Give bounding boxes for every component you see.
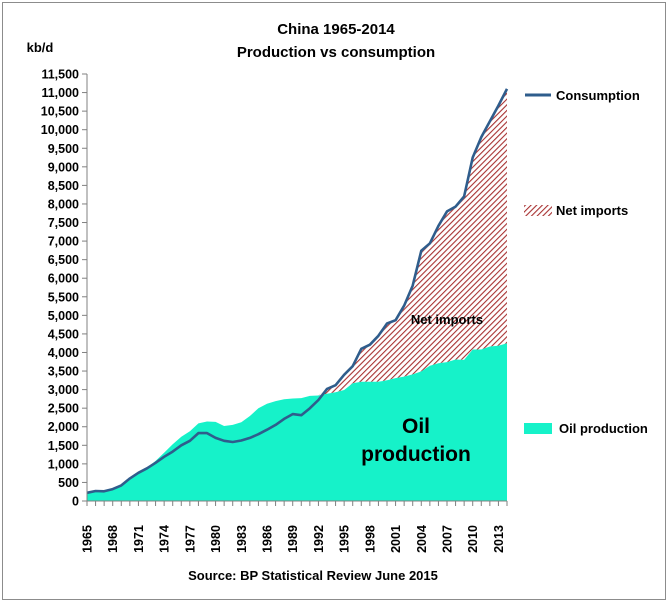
y-tick-label: 500	[58, 476, 79, 490]
y-tick-label: 2,000	[48, 420, 79, 434]
x-tick-label: 2010	[466, 525, 480, 553]
legend-swatch-oil-production	[524, 423, 552, 434]
x-tick-label: 1971	[132, 525, 146, 553]
y-tick-label: 9,000	[48, 160, 79, 174]
y-tick-label: 7,500	[48, 216, 79, 230]
x-tick-label: 1965	[81, 525, 95, 553]
x-tick-label: 1968	[106, 525, 120, 553]
y-tick-label: 3,500	[48, 365, 79, 379]
x-tick-label: 1995	[338, 525, 352, 553]
y-tick-label: 8,500	[48, 179, 79, 193]
x-tick-label: 2007	[441, 525, 455, 553]
x-tick-label: 1983	[235, 525, 249, 553]
y-tick-label: 4,500	[48, 327, 79, 341]
x-tick-label: 2001	[389, 525, 403, 553]
consumption-line	[86, 88, 509, 495]
y-tick-label: 8,000	[48, 197, 79, 211]
oil-production-area	[87, 343, 507, 501]
y-tick-label: 1,000	[48, 457, 79, 471]
legend: Consumption Net imports Oil production	[524, 88, 648, 436]
legend-label-consumption: Consumption	[556, 88, 640, 103]
y-tick-label: 10,500	[41, 105, 79, 119]
x-tick-label: 2013	[492, 525, 506, 553]
x-tick-label: 1974	[158, 525, 172, 553]
net-imports-label: Net imports	[411, 312, 483, 327]
x-tick-label: 1989	[286, 525, 300, 553]
y-tick-label: 4,000	[48, 346, 79, 360]
net-imports-area	[87, 88, 507, 493]
x-tick-label: 1998	[363, 525, 377, 553]
y-tick-label: 5,500	[48, 290, 79, 304]
x-axis: 1965 1968 1971 1974 1977 1980 1983 1986 1989 1992…	[81, 500, 508, 553]
chart-title: China 1965-2014	[277, 21, 395, 38]
x-tick-label: 2004	[415, 525, 429, 553]
y-tick-label: 11,500	[41, 68, 79, 82]
oil-production-label-line1: Oil	[402, 415, 430, 438]
y-tick-label: 11,000	[41, 86, 79, 100]
y-axis: 0 500 1,000 1,500 2,000 2,500 3,000 3,500 4,000 4…	[41, 68, 88, 509]
y-tick-label: 6,500	[48, 253, 79, 267]
x-tick-label: 1992	[312, 525, 326, 553]
oil-production-label-line2: production	[361, 443, 471, 466]
chart-subtitle: Production vs consumption	[237, 44, 435, 61]
legend-label-net-imports: Net imports	[556, 203, 628, 218]
legend-swatch-net-imports	[524, 205, 552, 216]
legend-label-oil-production: Oil production	[559, 421, 648, 436]
y-tick-label: 9,500	[48, 142, 79, 156]
unit-label: kb/d	[27, 40, 54, 55]
y-tick-label: 1,500	[48, 439, 79, 453]
y-tick-label: 5,000	[48, 309, 79, 323]
source-note: Source: BP Statistical Review June 2015	[188, 568, 438, 583]
y-tick-label: 3,000	[48, 383, 79, 397]
y-tick-label: 7,000	[48, 235, 79, 249]
x-tick-label: 1977	[183, 525, 197, 553]
y-tick-label: 0	[72, 495, 79, 509]
y-tick-label: 2,500	[48, 402, 79, 416]
x-tick-label: 1986	[261, 525, 275, 553]
y-tick-label: 6,000	[48, 272, 79, 286]
y-tick-label: 10,000	[41, 123, 79, 137]
plot-area	[86, 88, 509, 501]
x-tick-label: 1980	[209, 525, 223, 553]
